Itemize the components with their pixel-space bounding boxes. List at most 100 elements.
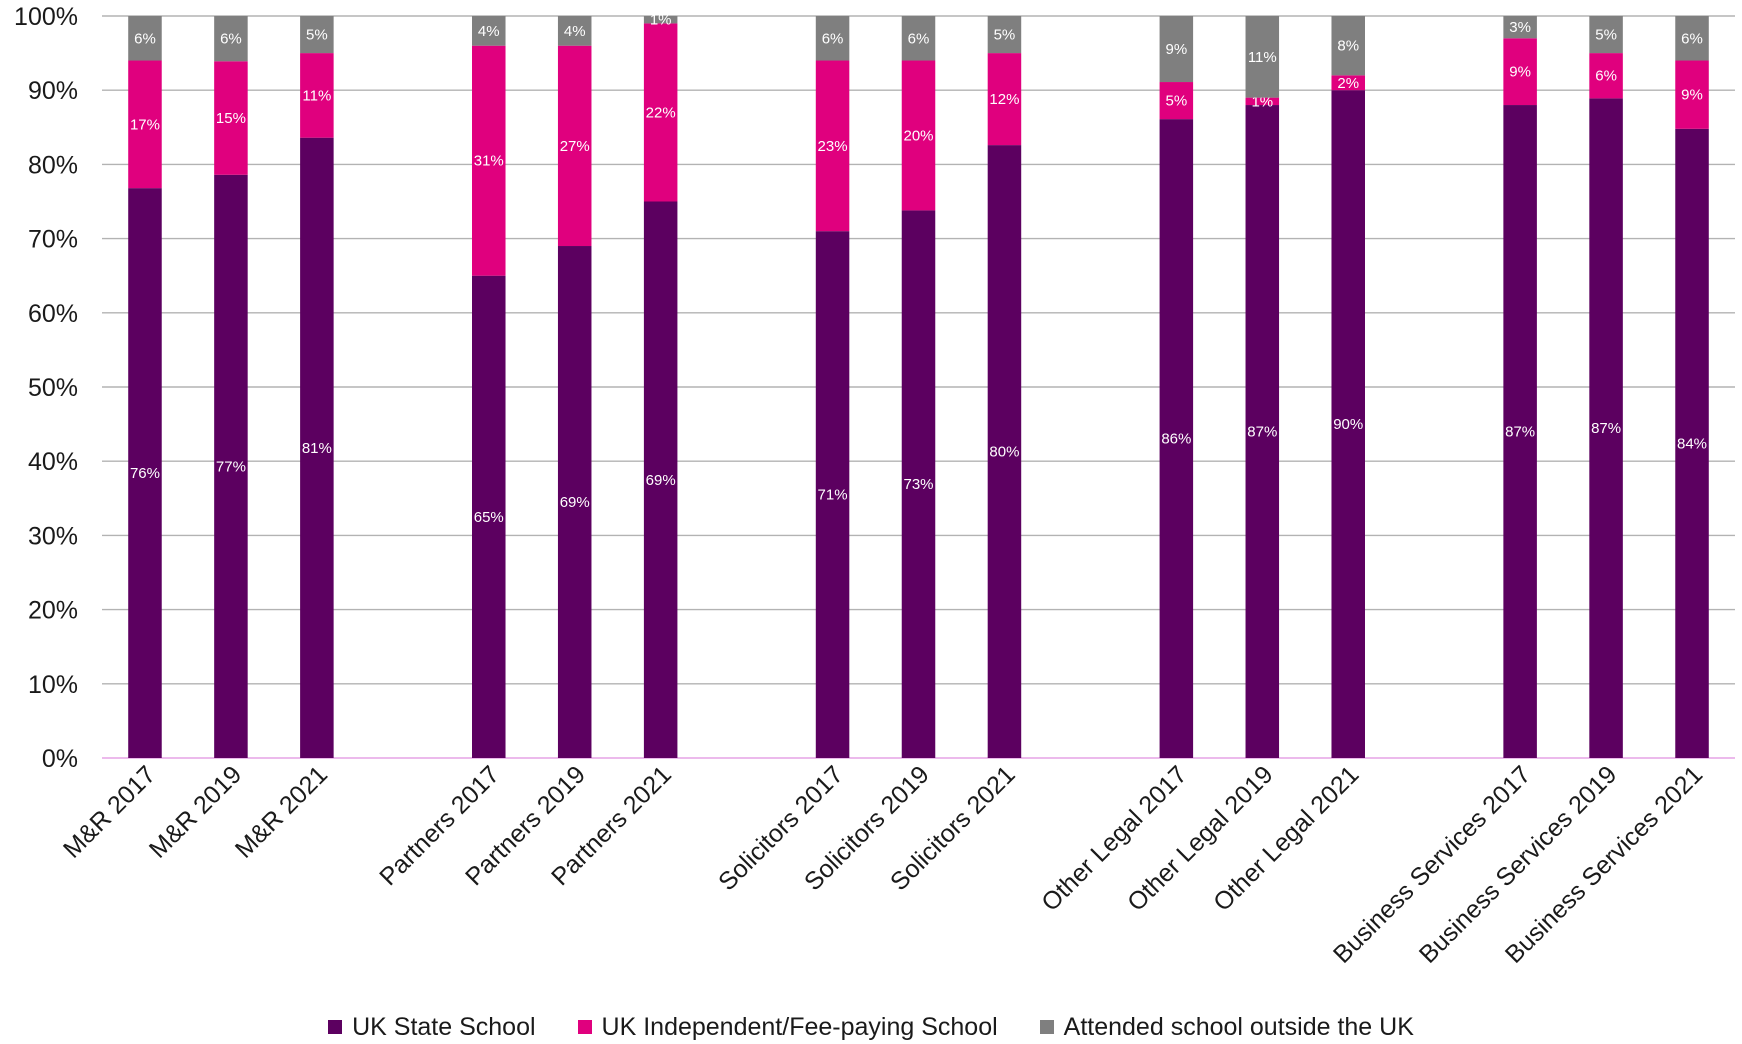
data-label: 20% bbox=[903, 127, 933, 144]
data-label: 77% bbox=[216, 458, 246, 475]
bar-segment bbox=[1331, 75, 1365, 91]
legend-label: UK Independent/Fee-paying School bbox=[601, 1012, 998, 1041]
bar-segment bbox=[901, 16, 936, 61]
data-label: 86% bbox=[1161, 431, 1191, 448]
bar-stack: 81% 11% 5% bbox=[300, 16, 334, 759]
data-label: 9% bbox=[1165, 41, 1187, 58]
legend-item: UK State School bbox=[328, 1012, 536, 1042]
y-tick-label: 60% bbox=[28, 300, 78, 328]
bar-segment bbox=[901, 210, 936, 759]
legend-label: UK State School bbox=[352, 1012, 536, 1041]
data-label: 5% bbox=[994, 27, 1016, 44]
bar-stack: 71% 23% 6% bbox=[815, 16, 850, 758]
legend-swatch bbox=[328, 1020, 343, 1034]
bar-stack: 86% 5% 9% bbox=[1159, 16, 1194, 758]
bar-stack: 77% 15% 6% bbox=[214, 16, 248, 759]
data-label: 65% bbox=[474, 509, 504, 526]
y-tick-label: 0% bbox=[42, 745, 78, 773]
legend-swatch bbox=[577, 1020, 592, 1034]
data-label: 5% bbox=[1165, 93, 1187, 110]
data-label: 17% bbox=[130, 116, 160, 133]
bar-segment bbox=[128, 188, 162, 759]
data-label: 6% bbox=[220, 31, 242, 48]
data-label: 69% bbox=[646, 472, 676, 489]
bar-segment bbox=[901, 60, 936, 211]
data-label: 5% bbox=[306, 27, 328, 44]
data-label: 31% bbox=[474, 153, 504, 170]
bar-segment bbox=[1503, 16, 1537, 39]
data-label: 6% bbox=[908, 30, 930, 47]
x-tick-label: Other Legal 2021 bbox=[1208, 760, 1364, 916]
bar-stack: 80% 12% 5% bbox=[987, 16, 1022, 758]
bar-stack: 87% 9% 3% bbox=[1503, 16, 1537, 759]
data-label: 9% bbox=[1681, 87, 1703, 104]
bar-segment bbox=[1159, 119, 1194, 758]
data-label: 4% bbox=[564, 23, 586, 40]
bar-segment bbox=[1245, 16, 1280, 98]
bar-segment bbox=[643, 201, 678, 758]
bar-segment bbox=[300, 137, 334, 759]
bar-segment bbox=[472, 275, 506, 758]
bar-segment bbox=[1245, 105, 1280, 759]
data-label: 76% bbox=[130, 465, 160, 482]
bar-stack: 87% 6% 5% bbox=[1589, 16, 1623, 758]
bar-segment bbox=[472, 45, 506, 276]
bar-segment bbox=[557, 45, 592, 247]
bar-segment bbox=[1589, 53, 1623, 99]
data-label: 84% bbox=[1677, 435, 1707, 452]
data-label: 6% bbox=[1595, 68, 1617, 85]
bar-stack: 69% 27% 4% bbox=[557, 16, 592, 758]
data-label: 12% bbox=[989, 91, 1019, 108]
legend-item: UK Independent/Fee-paying School bbox=[577, 1012, 998, 1042]
bar-stack: 84% 9% 6% bbox=[1675, 16, 1709, 758]
data-label: 15% bbox=[216, 110, 246, 127]
bars: 76% 17% 6% 77% 15% 6% 81% 11% 5% 65% 31% 4% 69% 27% 4%… bbox=[128, 12, 1709, 759]
data-label: 23% bbox=[818, 138, 848, 155]
x-tick-label: Other Legal 2019 bbox=[1122, 760, 1278, 916]
data-label: 87% bbox=[1247, 424, 1277, 441]
legend: UK State School UK Independent/Fee-paying… bbox=[0, 1010, 1742, 1044]
data-label: 8% bbox=[1337, 38, 1359, 55]
y-tick-label: 80% bbox=[28, 151, 78, 179]
y-tick-label: 70% bbox=[28, 226, 78, 254]
bar-segment bbox=[1675, 128, 1709, 758]
bar-segment bbox=[987, 53, 1022, 146]
data-label: 22% bbox=[646, 104, 676, 121]
bar-segment bbox=[1331, 90, 1365, 758]
data-label: 73% bbox=[903, 476, 933, 493]
y-axis: 0% 10% 20% 30% 40% 50% 60% 70% 80% 90% 100% bbox=[14, 3, 1735, 773]
legend-swatch bbox=[1039, 1020, 1054, 1034]
data-label: 11% bbox=[1248, 49, 1277, 66]
data-label: 87% bbox=[1505, 424, 1535, 441]
legend-item: Attended school outside the UK bbox=[1039, 1012, 1414, 1042]
bar-segment bbox=[128, 16, 162, 61]
bar-segment bbox=[1675, 60, 1709, 129]
bar-segment bbox=[300, 53, 334, 138]
data-label: 6% bbox=[1681, 30, 1703, 47]
data-label: 1% bbox=[650, 12, 672, 29]
y-tick-label: 40% bbox=[28, 448, 78, 476]
data-label: 71% bbox=[818, 487, 848, 504]
bar-stack: 73% 20% 6% bbox=[901, 16, 936, 759]
y-tick-label: 90% bbox=[28, 77, 78, 105]
bar-segment bbox=[1159, 16, 1194, 83]
bar-segment bbox=[557, 16, 592, 46]
bar-segment bbox=[643, 23, 678, 202]
bar-stack: 65% 31% 4% bbox=[472, 16, 506, 758]
y-tick-label: 50% bbox=[28, 374, 78, 402]
bar-segment bbox=[1503, 105, 1537, 759]
bar-segment bbox=[1159, 82, 1194, 120]
bar-stack: 76% 17% 6% bbox=[128, 16, 162, 759]
data-label: 27% bbox=[560, 138, 590, 155]
data-label: 87% bbox=[1591, 420, 1621, 437]
data-label: 9% bbox=[1509, 64, 1531, 81]
bar-segment bbox=[1503, 38, 1537, 106]
bar-segment bbox=[815, 16, 850, 61]
data-label: 80% bbox=[989, 444, 1019, 461]
y-tick-label: 30% bbox=[28, 522, 78, 550]
bar-segment bbox=[557, 246, 592, 758]
legend-label: Attended school outside the UK bbox=[1063, 1012, 1414, 1041]
y-tick-label: 100% bbox=[14, 3, 78, 31]
data-label: 90% bbox=[1333, 416, 1363, 433]
